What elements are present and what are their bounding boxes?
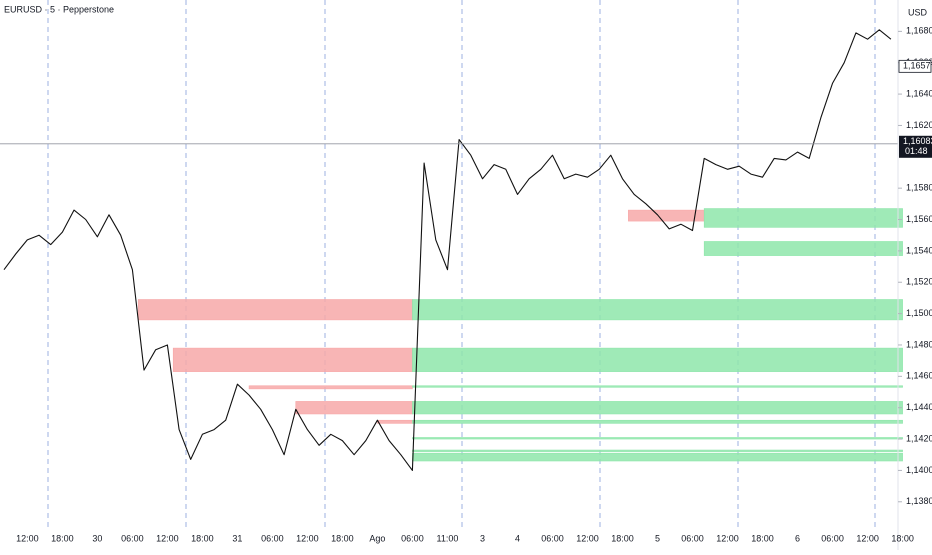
zone xyxy=(412,385,903,388)
plot xyxy=(0,29,898,471)
x-tick-label: 06:00 xyxy=(121,533,144,543)
countdown-label: 01:48 xyxy=(905,146,928,156)
y-tick-label: 1,16200 xyxy=(906,120,932,130)
zone xyxy=(248,385,413,390)
y-tick-label: 1,15000 xyxy=(906,308,932,318)
x-tick-label: 3 xyxy=(480,533,485,543)
zone xyxy=(412,419,903,424)
zone xyxy=(412,401,903,415)
y-tick-label: 1,14200 xyxy=(906,433,932,443)
y-tick-label: 1,15800 xyxy=(906,183,932,193)
x-tick-label: 12:00 xyxy=(856,533,879,543)
x-tick-label: 6 xyxy=(795,533,800,543)
currency-label: USD xyxy=(908,7,928,17)
x-tick-label: 12:00 xyxy=(156,533,179,543)
price-line xyxy=(3,29,892,471)
axes: 1,168001,166001,164001,162001,158001,156… xyxy=(16,26,932,543)
zone xyxy=(412,452,903,462)
x-tick-label: 06:00 xyxy=(261,533,284,543)
marker-price-badge xyxy=(898,59,932,73)
last-price-badge xyxy=(899,135,932,158)
y-tick-label: 1,15400 xyxy=(906,245,932,255)
x-tick-label: 06:00 xyxy=(401,533,424,543)
x-tick-label: 18:00 xyxy=(751,533,774,543)
x-tick-label: 18:00 xyxy=(331,533,354,543)
zone xyxy=(377,419,413,424)
zone xyxy=(137,299,413,321)
zone xyxy=(703,241,903,256)
last-price-label: 1,16083 xyxy=(903,136,932,146)
zone xyxy=(412,347,903,372)
x-tick-label: 12:00 xyxy=(716,533,739,543)
y-tick-label: 1,15600 xyxy=(906,214,932,224)
x-tick-label: 18:00 xyxy=(891,533,914,543)
y-tick-label: 1,13800 xyxy=(906,496,932,506)
y-tick-label: 1,15200 xyxy=(906,277,932,287)
zone xyxy=(412,449,903,452)
zones xyxy=(137,208,903,462)
x-tick-label: 31 xyxy=(232,533,242,543)
x-tick-label: 18:00 xyxy=(611,533,634,543)
x-tick-label: 18:00 xyxy=(191,533,214,543)
y-tick-label: 1,14600 xyxy=(906,371,932,381)
x-tick-label: 06:00 xyxy=(681,533,704,543)
x-tick-label: 12:00 xyxy=(576,533,599,543)
x-tick-label: 30 xyxy=(92,533,102,543)
x-tick-label: 11:00 xyxy=(437,533,459,543)
marker-price-label: 1,16577 xyxy=(903,61,932,71)
x-tick-label: 4 xyxy=(515,533,520,543)
zone xyxy=(295,401,413,415)
zone xyxy=(412,299,903,321)
y-tick-label: 1,14800 xyxy=(906,339,932,349)
y-tick-label: 1,16800 xyxy=(906,26,932,36)
y-tick-label: 1,14000 xyxy=(906,465,932,475)
zone xyxy=(412,437,903,440)
zone xyxy=(172,347,413,372)
x-tick-label: 06:00 xyxy=(541,533,564,543)
x-tick-label: 18:00 xyxy=(51,533,74,543)
x-tick-label: 12:00 xyxy=(296,533,319,543)
zone xyxy=(628,209,705,222)
x-tick-label: 12:00 xyxy=(16,533,39,543)
chart-title: EURUSD · 5 · Pepperstone xyxy=(4,4,114,14)
y-tick-label: 1,16400 xyxy=(906,88,932,98)
y-tick-label: 1,14400 xyxy=(906,402,932,412)
x-tick-label: 5 xyxy=(655,533,660,543)
zone xyxy=(703,208,903,228)
x-tick-label: Ago xyxy=(369,533,385,543)
x-tick-label: 06:00 xyxy=(821,533,844,543)
